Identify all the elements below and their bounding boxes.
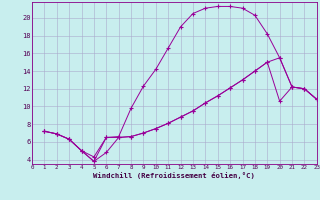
X-axis label: Windchill (Refroidissement éolien,°C): Windchill (Refroidissement éolien,°C) <box>93 172 255 179</box>
